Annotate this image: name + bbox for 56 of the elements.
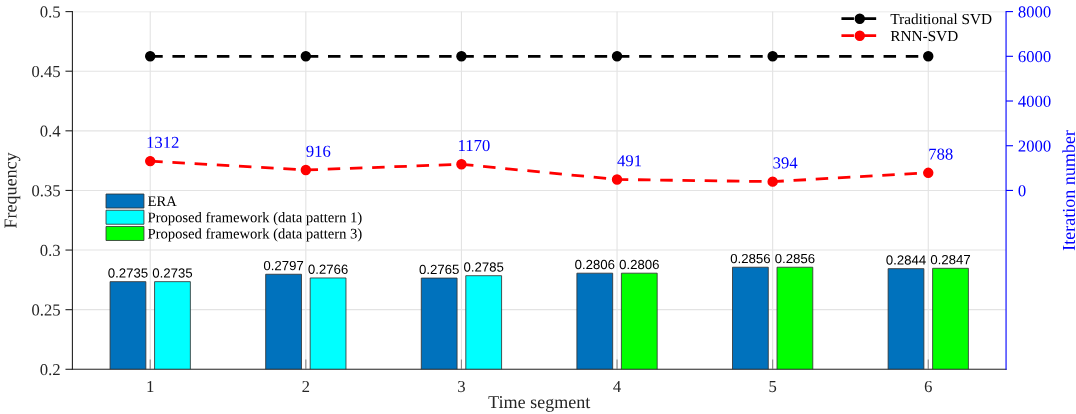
data-label: 0.2797 bbox=[263, 260, 304, 271]
point bbox=[767, 176, 778, 187]
data-label: 0.2785 bbox=[464, 262, 504, 272]
legend-label: Proposed framework (data pattern 1) bbox=[148, 211, 362, 226]
y2-tick-label: 0 bbox=[1018, 185, 1026, 197]
y-tick-label: 0.45 bbox=[32, 65, 60, 78]
legend-label: RNN-SVD bbox=[890, 30, 958, 42]
data-label: 394 bbox=[773, 157, 798, 169]
data-label: 0.2806 bbox=[575, 259, 615, 270]
x-tick-label: 5 bbox=[769, 381, 777, 393]
point bbox=[456, 159, 467, 170]
x-tick-label: 2 bbox=[302, 380, 310, 392]
data-label: 1170 bbox=[459, 139, 490, 152]
point bbox=[145, 51, 156, 62]
legend-label: ERA bbox=[148, 196, 177, 206]
point bbox=[300, 164, 312, 176]
data-label: 788 bbox=[929, 148, 953, 160]
x-tick-label: 1 bbox=[147, 380, 154, 392]
data-label: 0.2766 bbox=[308, 264, 348, 274]
y-tick-label: 0.25 bbox=[32, 304, 60, 316]
point bbox=[456, 51, 467, 62]
data-label: 1312 bbox=[147, 136, 179, 148]
x-tick-label: 4 bbox=[613, 380, 621, 392]
y-tick-label: 0.2 bbox=[40, 363, 60, 376]
y2-tick-label: 4000 bbox=[1018, 95, 1051, 107]
point bbox=[611, 51, 623, 62]
data-label: 916 bbox=[306, 145, 331, 157]
y-tick-label: 0.35 bbox=[32, 185, 60, 197]
y-tick-label: 0.5 bbox=[40, 6, 60, 18]
data-label: 0.2856 bbox=[775, 253, 815, 264]
x-axis-title: Time segment bbox=[488, 396, 591, 412]
data-label: 0.2735 bbox=[108, 268, 148, 278]
y2-axis-title: Iteration number bbox=[1062, 130, 1076, 251]
y2-tick-label: 8000 bbox=[1018, 6, 1051, 18]
data-label: 0.2765 bbox=[419, 264, 459, 275]
x-tick-label: 6 bbox=[924, 380, 932, 393]
y-tick-label: 0.3 bbox=[40, 244, 60, 257]
data-label: 0.2735 bbox=[152, 268, 193, 278]
point bbox=[767, 51, 778, 62]
legend-label: Traditional SVD bbox=[890, 13, 992, 25]
legend-label: Proposed framework (data pattern 3) bbox=[148, 228, 362, 242]
data-label: 0.2856 bbox=[730, 253, 770, 264]
data-label: 491 bbox=[617, 155, 642, 167]
data-label: 0.2847 bbox=[930, 254, 971, 265]
point bbox=[300, 51, 312, 62]
point bbox=[923, 51, 934, 62]
data-label: 0.2844 bbox=[886, 255, 926, 265]
y-axis-title: Frequency bbox=[4, 152, 21, 229]
point bbox=[145, 155, 156, 167]
point bbox=[923, 167, 934, 179]
point bbox=[611, 174, 623, 185]
y2-tick-label: 6000 bbox=[1018, 51, 1051, 63]
y2-tick-label: 2000 bbox=[1018, 140, 1051, 152]
data-label: 0.2806 bbox=[619, 259, 659, 270]
y-tick-label: 0.4 bbox=[40, 125, 61, 137]
x-tick-label: 3 bbox=[458, 380, 465, 393]
